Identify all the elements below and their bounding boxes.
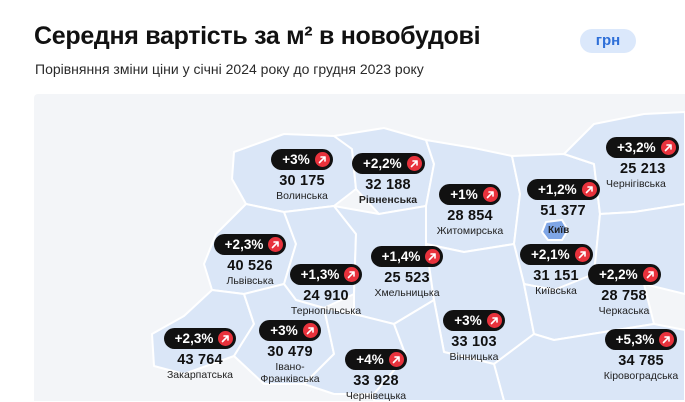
change-badge: +3%	[259, 320, 321, 341]
arrow-up-right-icon	[268, 237, 284, 252]
region-name: Чернігівська	[606, 178, 666, 190]
price: 25 523	[384, 270, 430, 286]
price: 31 151	[533, 268, 579, 284]
change-badge: +2,2%	[352, 153, 425, 174]
price: 25 213	[620, 161, 666, 177]
price: 51 377	[540, 203, 586, 219]
arrow-up-right-icon	[642, 267, 658, 282]
region-name: Кіровоградська	[603, 370, 679, 382]
region-name: Хмельницька	[374, 287, 440, 299]
region-label-volyn: +3% 30 175 Волинська	[266, 149, 338, 202]
arrow-up-right-icon	[388, 352, 404, 367]
change-badge: +2,2%	[588, 264, 661, 285]
change-badge: +2,3%	[213, 234, 287, 255]
page-subtitle: Порівняння зміни ціни у січні 2024 року …	[35, 61, 424, 77]
region-name: Київська	[535, 285, 577, 297]
unit-badge: грн	[580, 29, 636, 53]
region-label-kyiv-city: +1,2% 51 377	[527, 179, 600, 219]
region-label-ternopil: +1,3% 24 910 Тернопільська	[288, 264, 364, 317]
region-label-chernihiv: +3,2% 25 213 Чернігівська	[606, 137, 685, 190]
change-badge: +5,3%	[604, 329, 678, 350]
region-name: Черкаська	[598, 305, 650, 317]
change-badge: +1,3%	[289, 264, 363, 285]
arrow-up-right-icon	[406, 156, 422, 171]
region-name: Волинська	[276, 190, 328, 202]
change-badge: +2,1%	[520, 244, 593, 265]
change-badge: +3%	[271, 149, 333, 170]
region-label-kyiv-oblast: +2,1% 31 151 Київська	[520, 244, 593, 297]
arrow-up-right-icon	[218, 331, 234, 346]
region-label-khmelnytskyi: +1,4% 25 523 Хмельницька	[367, 246, 447, 299]
price: 30 479	[267, 344, 313, 360]
arrow-up-right-icon	[574, 247, 590, 262]
arrow-up-right-icon	[659, 332, 675, 347]
arrow-up-right-icon	[314, 152, 330, 167]
region-label-cherkasy: +2,2% 28 758 Черкаська	[588, 264, 661, 317]
region-kyiv-city	[541, 219, 569, 241]
region-label-zakarpattia: +2,3% 43 764 Закарпатська	[158, 328, 242, 381]
region-name: Рівненська	[358, 194, 418, 206]
arrow-up-right-icon	[482, 187, 498, 202]
arrow-up-right-icon	[344, 267, 360, 282]
change-badge: +2,3%	[163, 328, 237, 349]
change-badge: +3%	[443, 310, 505, 331]
region-name: Чернівецька	[345, 390, 407, 402]
change-badge: +3,2%	[606, 137, 679, 158]
region-label-ivano-frankivsk: +3% 30 479 Івано-Франківська	[248, 320, 332, 385]
arrow-up-right-icon	[302, 323, 318, 338]
region-name: Івано-Франківська	[260, 361, 320, 385]
arrow-up-right-icon	[486, 313, 502, 328]
price: 28 758	[601, 288, 647, 304]
kyiv-city-label: Київ	[548, 225, 570, 236]
region-name: Вінницька	[449, 351, 499, 363]
price: 33 103	[451, 334, 497, 350]
arrow-up-right-icon	[581, 182, 597, 197]
region-label-vinnytsia: +3% 33 103 Вінницька	[440, 310, 508, 363]
region-name: Житомирська	[436, 225, 504, 237]
change-badge: +1%	[439, 184, 501, 205]
region-label-chernivtsi: +4% 33 928 Чернівецька	[338, 349, 414, 402]
region-name: Львівська	[226, 275, 274, 287]
arrow-up-right-icon	[425, 249, 441, 264]
change-badge: +4%	[345, 349, 407, 370]
price: 24 910	[303, 288, 349, 304]
price: 33 928	[353, 373, 399, 389]
change-badge: +1,2%	[527, 179, 600, 200]
arrow-up-right-icon	[660, 140, 676, 155]
price: 40 526	[227, 258, 273, 274]
price: 34 785	[618, 353, 664, 369]
price: 32 188	[365, 177, 411, 193]
region-label-zhytomyr: +1% 28 854 Житомирська	[429, 184, 511, 237]
region-label-kirovohrad: +5,3% 34 785 Кіровоградська	[598, 329, 684, 382]
page-title: Середня вартість за м² в новобудові	[34, 22, 481, 50]
price: 43 764	[177, 352, 223, 368]
price: 30 175	[279, 173, 325, 189]
region-label-rivne: +2,2% 32 188 Рівненська	[352, 153, 425, 206]
region-label-lviv: +2,3% 40 526 Львівська	[212, 234, 288, 287]
region-name: Тернопільська	[290, 305, 362, 317]
change-badge: +1,4%	[370, 246, 444, 267]
region-name: Закарпатська	[166, 369, 234, 381]
price: 28 854	[447, 208, 493, 224]
